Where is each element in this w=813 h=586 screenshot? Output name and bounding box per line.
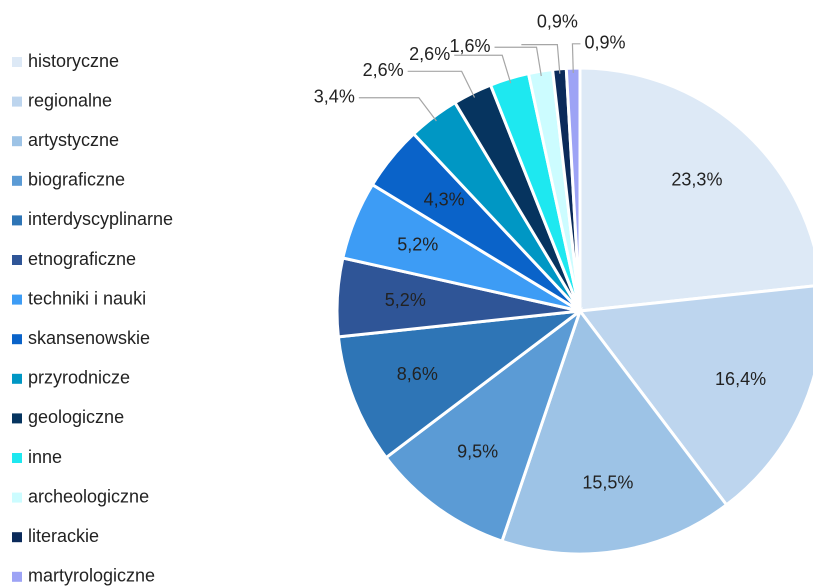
data-label: 1,6% xyxy=(449,36,490,56)
leader-line xyxy=(454,54,512,84)
legend-swatch xyxy=(12,215,22,226)
legend-swatch xyxy=(12,334,22,345)
pie-slice xyxy=(384,306,583,544)
data-label: 16,4% xyxy=(715,369,766,389)
legend-label: przyrodnicze xyxy=(28,368,130,388)
pie-slice xyxy=(578,66,813,313)
data-label: 8,6% xyxy=(397,364,438,384)
data-label: 9,5% xyxy=(457,442,498,462)
legend-swatch xyxy=(12,57,22,67)
leader-line xyxy=(494,46,542,77)
legend-label: literackie xyxy=(28,526,99,546)
legend-label: historyczne xyxy=(28,51,119,71)
pie-slice xyxy=(577,284,813,507)
data-label: 5,2% xyxy=(385,290,426,310)
legend-swatch xyxy=(12,294,22,305)
legend-swatch xyxy=(12,492,22,503)
leader-line xyxy=(571,43,581,73)
data-label: 15,5% xyxy=(582,472,633,492)
pie-slice xyxy=(500,307,729,556)
data-label: 0,9% xyxy=(584,33,625,53)
legend-label: biograficzne xyxy=(28,170,125,190)
data-label: 2,6% xyxy=(363,60,404,80)
legend-swatch xyxy=(12,571,22,582)
legend-swatch xyxy=(12,175,22,186)
data-label: 4,3% xyxy=(424,190,465,210)
legend-swatch xyxy=(12,255,22,265)
legend-label: etnograficzne xyxy=(28,249,136,269)
legend-swatch xyxy=(12,453,22,463)
legend-swatch xyxy=(12,136,22,147)
legend-label: regionalne xyxy=(28,90,112,110)
legend-swatch xyxy=(12,532,22,543)
legend-label: geologiczne xyxy=(28,407,124,427)
leader-line xyxy=(358,97,437,122)
legend-swatch xyxy=(12,373,22,384)
legend-swatch xyxy=(12,413,22,424)
legend-label: martyrologiczne xyxy=(28,566,155,586)
legend-label: techniki i nauki xyxy=(28,288,146,308)
legend-swatch xyxy=(12,96,22,107)
leader-line xyxy=(521,44,561,74)
data-label: 2,6% xyxy=(409,44,450,64)
data-label: 23,3% xyxy=(671,170,722,190)
legend-label: inne xyxy=(28,447,62,467)
data-label: 0,9% xyxy=(537,11,578,31)
pie-slice xyxy=(336,308,586,460)
leader-line xyxy=(407,70,476,98)
legend-label: artystyczne xyxy=(28,130,119,150)
legend-label: interdyscyplinarne xyxy=(28,209,173,229)
data-label: 3,4% xyxy=(314,86,355,106)
legend-label: archeologiczne xyxy=(28,486,149,506)
data-label: 5,2% xyxy=(397,234,438,254)
legend-label: skansenowskie xyxy=(28,328,150,348)
